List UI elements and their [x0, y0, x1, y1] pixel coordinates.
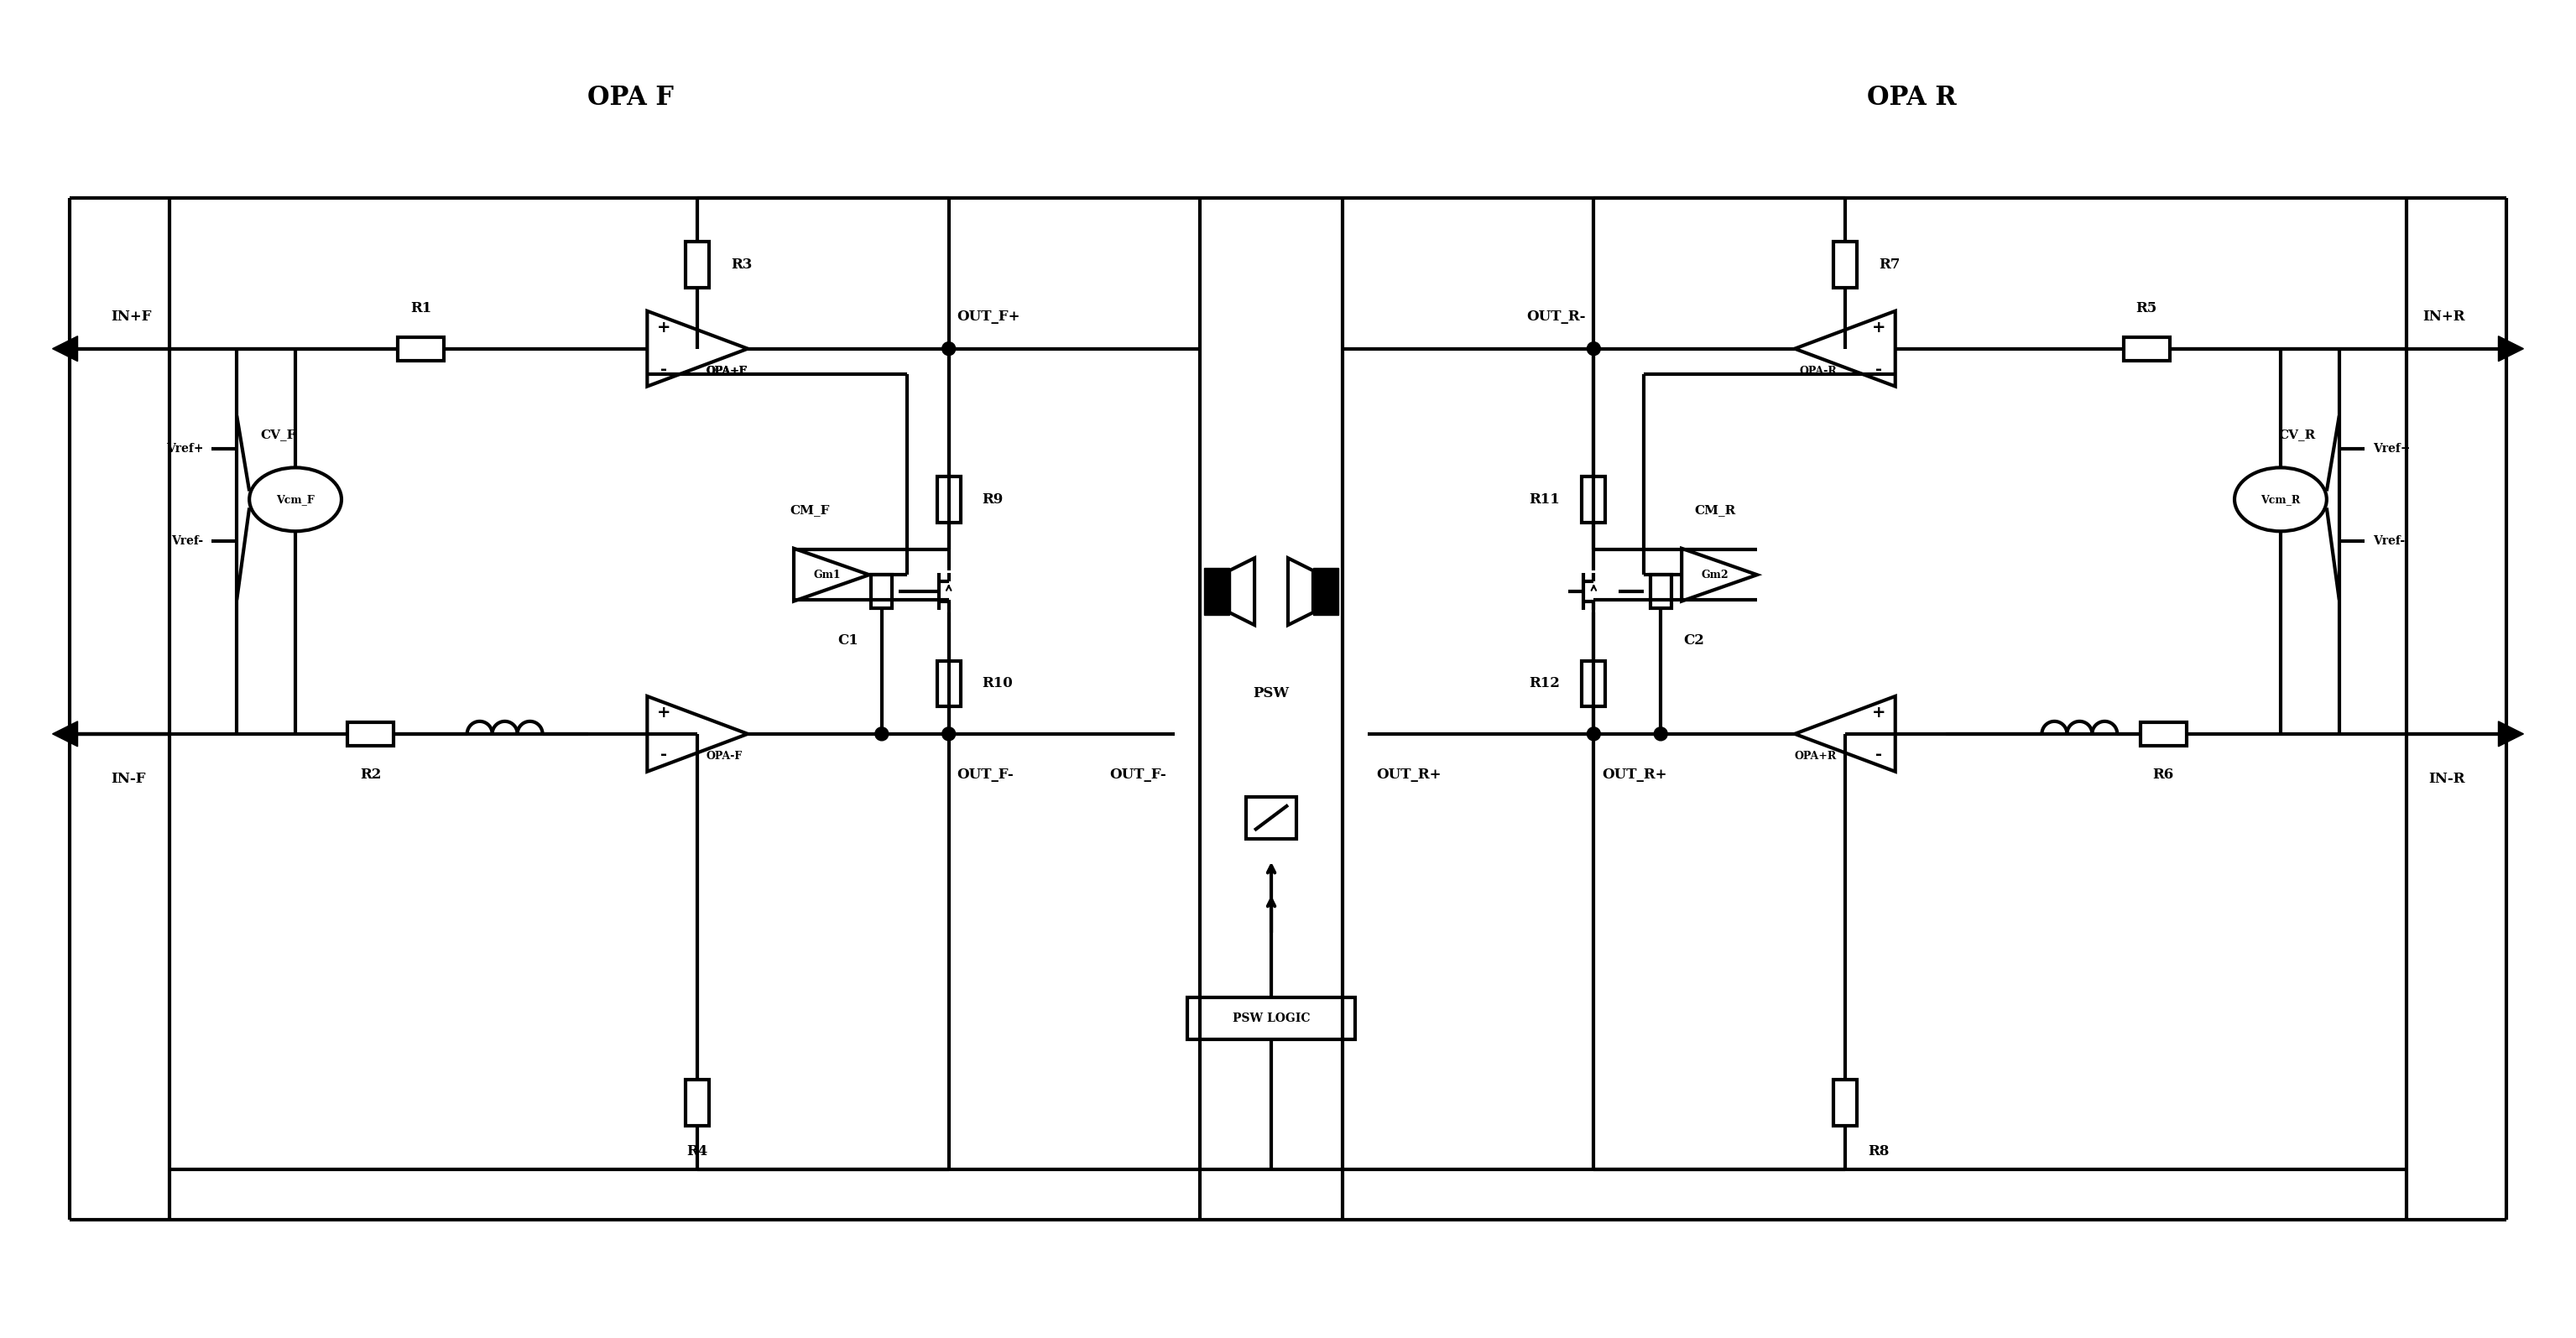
Bar: [1651, 575, 1672, 609]
Text: R9: R9: [981, 492, 1005, 507]
Text: -: -: [1875, 361, 1883, 377]
Text: OPA R: OPA R: [1868, 84, 1958, 111]
Bar: [1203, 569, 1229, 615]
Text: Vref-: Vref-: [170, 535, 204, 547]
Circle shape: [1587, 343, 1600, 356]
Circle shape: [943, 343, 956, 356]
Text: CV_F: CV_F: [260, 429, 296, 440]
Text: R6: R6: [2154, 768, 2174, 781]
Text: IN+R: IN+R: [2421, 309, 2465, 324]
Bar: [399, 337, 443, 360]
Polygon shape: [52, 721, 77, 747]
Bar: [2123, 337, 2169, 360]
Text: R7: R7: [1878, 258, 1901, 272]
Text: R2: R2: [361, 768, 381, 781]
Text: OUT_F+: OUT_F+: [958, 309, 1020, 324]
Text: PSW LOGIC: PSW LOGIC: [1231, 1013, 1311, 1025]
Text: Vcm_F: Vcm_F: [276, 494, 314, 504]
Text: IN-R: IN-R: [2429, 772, 2465, 785]
Text: R12: R12: [1530, 677, 1561, 690]
Bar: [685, 1080, 708, 1125]
Text: +: +: [1873, 705, 1886, 721]
Polygon shape: [52, 336, 77, 361]
Circle shape: [876, 727, 889, 741]
Text: C1: C1: [837, 633, 858, 648]
Text: R3: R3: [732, 258, 752, 272]
Text: CM_F: CM_F: [791, 504, 829, 516]
Text: Gm1: Gm1: [814, 570, 840, 581]
Circle shape: [1587, 727, 1600, 741]
Text: OUT_F-: OUT_F-: [958, 768, 1015, 781]
Text: R10: R10: [981, 677, 1012, 690]
Text: R5: R5: [2136, 301, 2156, 316]
Text: OPA+F: OPA+F: [706, 365, 747, 376]
Text: R4: R4: [688, 1144, 708, 1159]
Text: +: +: [657, 320, 670, 336]
Text: OPA+F: OPA+F: [706, 365, 747, 376]
Bar: [1247, 796, 1296, 839]
Circle shape: [943, 727, 956, 741]
Bar: [938, 661, 961, 706]
Bar: [2141, 723, 2187, 745]
Text: +: +: [1873, 320, 1886, 336]
Bar: [1582, 661, 1605, 706]
Text: Gm2: Gm2: [1703, 570, 1728, 581]
Text: OUT_R+: OUT_R+: [1376, 768, 1440, 781]
Text: R8: R8: [1868, 1144, 1888, 1159]
Text: OPA F: OPA F: [587, 84, 672, 111]
Text: +: +: [657, 705, 670, 721]
Text: C2: C2: [1685, 633, 1705, 648]
Text: -: -: [659, 361, 667, 377]
Text: OPA-R: OPA-R: [1798, 365, 1837, 376]
Bar: [871, 575, 891, 609]
Text: OPA+F: OPA+F: [706, 365, 747, 376]
Text: PSW: PSW: [1252, 686, 1291, 700]
Text: Vref+: Vref+: [165, 443, 204, 455]
Circle shape: [1654, 727, 1667, 741]
Bar: [685, 242, 708, 288]
Bar: [1188, 998, 1355, 1040]
Text: Vcm_R: Vcm_R: [2262, 494, 2300, 504]
Bar: [938, 476, 961, 522]
Text: R1: R1: [410, 301, 433, 316]
Bar: [1314, 569, 1340, 615]
Text: -: -: [659, 747, 667, 763]
Text: CM_R: CM_R: [1695, 504, 1736, 516]
Text: OPA+R: OPA+R: [1795, 751, 1837, 761]
Text: OPA-F: OPA-F: [706, 751, 742, 761]
Text: OUT_R+: OUT_R+: [1602, 768, 1667, 781]
Text: IN-F: IN-F: [111, 772, 147, 785]
Polygon shape: [2499, 336, 2524, 361]
Polygon shape: [2499, 721, 2524, 747]
Bar: [1834, 1080, 1857, 1125]
Text: OPA+F: OPA+F: [706, 365, 747, 376]
Text: OUT_R-: OUT_R-: [1525, 309, 1584, 324]
Text: CV_R: CV_R: [2280, 429, 2316, 440]
Bar: [1582, 476, 1605, 522]
Text: OUT_F-: OUT_F-: [1110, 768, 1167, 781]
Text: -: -: [1875, 747, 1883, 763]
Bar: [348, 723, 394, 745]
Text: R11: R11: [1530, 492, 1561, 507]
Text: Vref-: Vref-: [2372, 535, 2406, 547]
Bar: [1834, 242, 1857, 288]
Text: IN+F: IN+F: [111, 309, 152, 324]
Text: Vref+: Vref+: [2372, 443, 2411, 455]
